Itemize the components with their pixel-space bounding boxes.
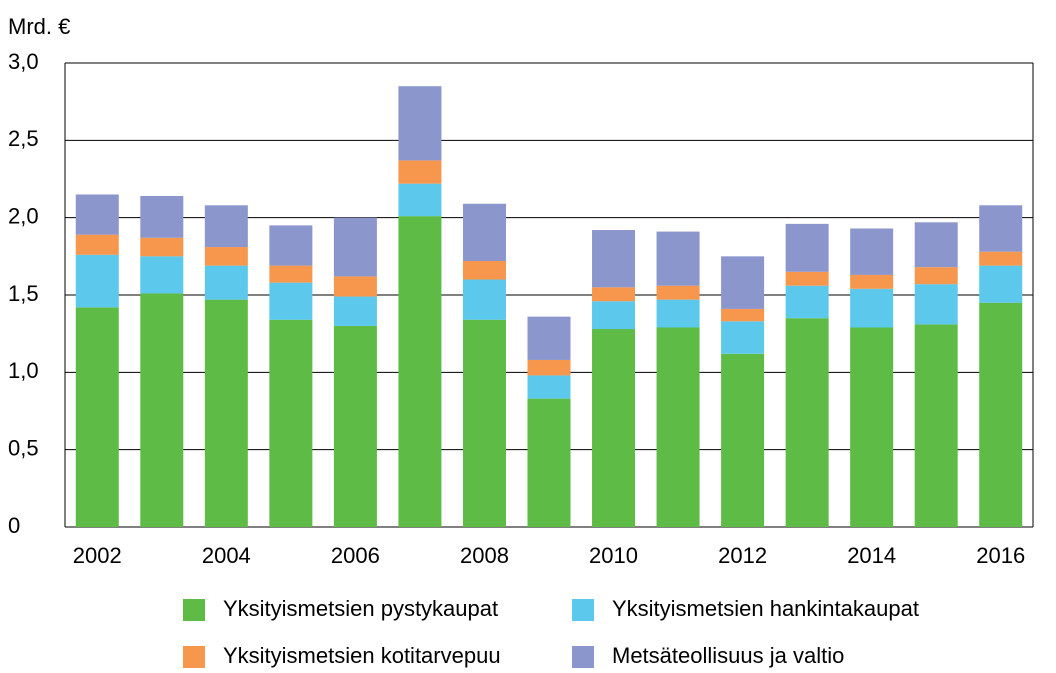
bar-segment [979, 302, 1023, 527]
bar-segment [140, 196, 184, 238]
bar-segment [527, 398, 571, 527]
bar-segment [333, 276, 377, 297]
bar-segment [269, 265, 313, 283]
bar-segment [333, 325, 377, 527]
bar-segment [269, 282, 313, 320]
bar-segment [462, 319, 506, 527]
legend-swatch [572, 599, 594, 621]
y-tick-label: 1,5 [8, 281, 39, 306]
bar-segment [140, 237, 184, 257]
bar-segment [721, 353, 765, 527]
bar-segment [204, 205, 248, 248]
bar-segment [656, 285, 700, 300]
bar-segment [850, 288, 894, 328]
bar-segment [656, 231, 700, 286]
bar-segment [914, 324, 958, 527]
x-tick-label: 2010 [589, 543, 638, 568]
y-tick-label: 2,5 [8, 126, 39, 151]
bar-segment [914, 222, 958, 268]
bar-segment [398, 160, 442, 184]
bar-segment [785, 271, 829, 286]
bar-segment [398, 86, 442, 161]
bar-segment [592, 329, 636, 527]
bar-segment [527, 316, 571, 360]
legend-label: Yksityismetsien hankintakaupat [612, 596, 919, 621]
bar-segment [75, 307, 119, 527]
legend-label: Yksityismetsien kotitarvepuu [223, 643, 501, 668]
bar-segment [462, 279, 506, 320]
y-tick-label: 1,0 [8, 358, 39, 383]
bar-segment [785, 223, 829, 272]
bar-segment [269, 319, 313, 527]
bar-segment [204, 265, 248, 300]
y-tick-label: 3,0 [8, 49, 39, 74]
bar-segment [333, 217, 377, 277]
bar-segment [75, 234, 119, 255]
legend-label: Metsäteollisuus ja valtio [612, 643, 844, 668]
bar-segment [204, 247, 248, 266]
y-tick-label: 0,5 [8, 435, 39, 460]
x-tick-label: 2006 [331, 543, 380, 568]
bar-segment [462, 203, 506, 261]
x-tick-label: 2012 [718, 543, 767, 568]
bar-segment [592, 287, 636, 302]
legend-swatch [183, 646, 205, 668]
legend-swatch [183, 599, 205, 621]
bar-segment [785, 318, 829, 527]
bar-segment [656, 299, 700, 328]
bar-segment [656, 327, 700, 527]
bar-segment [204, 299, 248, 527]
bar-segment [721, 308, 765, 322]
y-tick-label: 2,0 [8, 203, 39, 228]
bar-segment [75, 194, 119, 235]
y-tick-label: 0 [8, 513, 20, 538]
bar-segment [721, 256, 765, 309]
bar-segment [979, 251, 1023, 266]
bar-segment [592, 301, 636, 330]
x-tick-label: 2016 [976, 543, 1025, 568]
bar-segment [527, 359, 571, 376]
bar-segment [979, 205, 1023, 252]
x-tick-label: 2002 [73, 543, 122, 568]
bar-segment [462, 260, 506, 280]
bar-segment [785, 285, 829, 319]
legend-label: Yksityismetsien pystykaupat [223, 596, 498, 621]
x-tick-label: 2008 [460, 543, 509, 568]
bar-segment [979, 265, 1023, 303]
bar-segment [592, 230, 636, 288]
bar-segment [140, 293, 184, 527]
legend-swatch [572, 646, 594, 668]
bar-segment [398, 216, 442, 527]
bar-segment [721, 321, 765, 354]
y-axis-label: Mrd. € [8, 14, 70, 39]
bar-segment [333, 296, 377, 326]
x-tick-label: 2004 [202, 543, 251, 568]
bar-segment [914, 267, 958, 285]
bar-segment [269, 225, 313, 266]
bar-segment [527, 375, 571, 399]
bar-segment [850, 228, 894, 275]
bar-segment [75, 254, 119, 308]
bar-segment [140, 256, 184, 294]
bar-segment [398, 183, 442, 217]
bar-segment [850, 274, 894, 289]
bar-segment [850, 327, 894, 527]
bar-segment [914, 284, 958, 325]
x-tick-label: 2014 [847, 543, 896, 568]
